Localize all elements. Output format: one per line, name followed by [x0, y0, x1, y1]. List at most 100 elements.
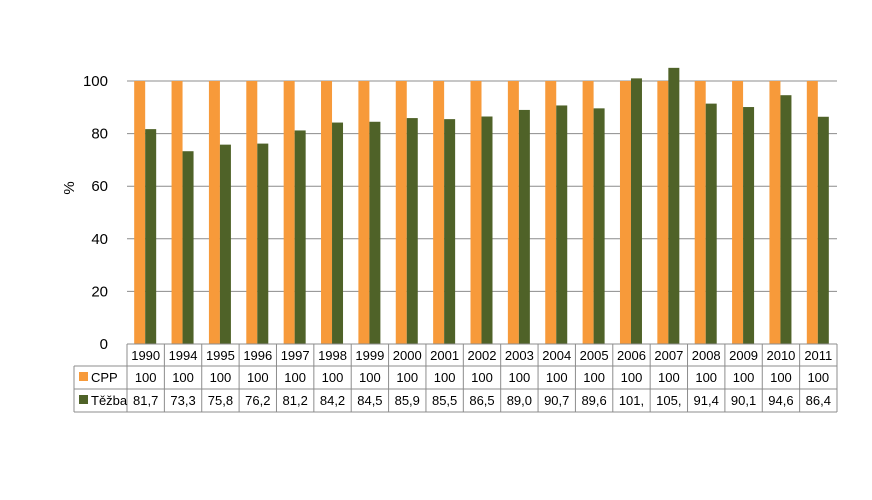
data-label-cpp: 100: [135, 370, 157, 385]
data-label-cpp: 100: [322, 370, 344, 385]
data-label-cpp: 100: [247, 370, 269, 385]
y-tick-label: 100: [83, 73, 108, 90]
data-label-cpp: 100: [434, 370, 456, 385]
data-label-cpp: 100: [359, 370, 381, 385]
data-label-tezba: 75,8: [208, 393, 233, 408]
data-label-cpp: 100: [471, 370, 493, 385]
bar-tezba: [219, 144, 231, 344]
bar-tezba: [294, 130, 306, 344]
x-tick-label: 2003: [505, 348, 534, 363]
data-label-tezba: 86,5: [469, 393, 494, 408]
y-axis-label: %: [61, 181, 78, 194]
data-label-tezba: 76,2: [245, 393, 270, 408]
bar-tezba: [257, 143, 269, 344]
bar-tezba: [593, 108, 605, 345]
data-label-tezba: 91,4: [694, 393, 719, 408]
bar-cpp: [321, 81, 333, 344]
x-tick-label: 2005: [580, 348, 609, 363]
data-label-tezba: 101,: [619, 393, 644, 408]
x-tick-label: 1994: [169, 348, 198, 363]
bar-tezba: [182, 151, 194, 344]
x-tick-label: 1990: [131, 348, 160, 363]
bar-tezba: [780, 95, 792, 345]
data-label-tezba: 81,7: [133, 393, 158, 408]
x-tick-label: 2004: [542, 348, 571, 363]
x-tick-label: 2010: [766, 348, 795, 363]
bar-cpp: [395, 81, 407, 344]
data-label-tezba: 94,6: [768, 393, 793, 408]
data-label-cpp: 100: [172, 370, 194, 385]
bar-cpp: [694, 81, 706, 344]
legend-label-tezba: Těžba: [91, 393, 128, 408]
data-label-cpp: 100: [284, 370, 306, 385]
data-label-tezba: 90,1: [731, 393, 756, 408]
data-label-cpp: 100: [807, 370, 829, 385]
x-tick-label: 2011: [804, 348, 832, 363]
legend-swatch-tezba: [79, 395, 88, 404]
bar-cpp: [619, 81, 631, 344]
bar-cpp: [433, 81, 445, 344]
x-tick-label: 1997: [281, 348, 310, 363]
x-tick-label: 2000: [393, 348, 422, 363]
bar-tezba: [406, 118, 418, 344]
data-label-tezba: 85,5: [432, 393, 457, 408]
x-tick-label: 2008: [692, 348, 721, 363]
bar-cpp: [208, 81, 220, 344]
data-label-tezba: 89,6: [581, 393, 606, 408]
bar-tezba: [518, 109, 530, 345]
data-label-cpp: 100: [695, 370, 717, 385]
y-tick-label: 0: [100, 336, 108, 353]
bar-cpp: [582, 81, 594, 344]
legend-swatch-cpp: [79, 372, 88, 381]
x-tick-label: 2006: [617, 348, 646, 363]
data-label-tezba: 90,7: [544, 393, 569, 408]
bar-tezba: [332, 122, 344, 344]
bar-cpp: [732, 81, 744, 344]
x-tick-label: 2001: [430, 348, 459, 363]
bar-cpp: [358, 81, 370, 344]
bar-tezba: [556, 105, 568, 344]
data-label-cpp: 100: [621, 370, 643, 385]
data-label-cpp: 100: [509, 370, 531, 385]
bar-cpp: [134, 81, 146, 344]
bar-tezba: [705, 103, 717, 344]
bar-tezba: [444, 119, 456, 344]
data-label-tezba: 86,4: [806, 393, 831, 408]
x-tick-label: 1998: [318, 348, 347, 363]
bar-cpp: [171, 81, 183, 344]
x-tick-label: 1996: [243, 348, 272, 363]
y-tick-label: 40: [91, 231, 108, 248]
x-tick-label: 2002: [468, 348, 497, 363]
data-label-cpp: 100: [770, 370, 792, 385]
bar-cpp: [507, 81, 519, 344]
x-tick-label: 1999: [355, 348, 384, 363]
data-label-tezba: 85,9: [395, 393, 420, 408]
data-label-cpp: 100: [583, 370, 605, 385]
y-tick-label: 20: [91, 283, 108, 300]
bar-tezba: [743, 107, 755, 344]
data-label-cpp: 100: [733, 370, 755, 385]
x-tick-label: 1995: [206, 348, 235, 363]
data-label-cpp: 100: [210, 370, 232, 385]
bar-cpp: [545, 81, 557, 344]
y-tick-label: 80: [91, 126, 108, 143]
data-label-cpp: 100: [396, 370, 418, 385]
bar-tezba: [145, 129, 157, 344]
bar-tezba: [369, 121, 381, 344]
bar-tezba: [630, 78, 642, 345]
bar-cpp: [246, 81, 258, 344]
bar-cpp: [470, 81, 482, 344]
data-label-tezba: 81,2: [283, 393, 308, 408]
data-label-tezba: 84,2: [320, 393, 345, 408]
data-label-tezba: 84,5: [357, 393, 382, 408]
legend-label-cpp: CPP: [91, 370, 118, 385]
bar-cpp: [283, 81, 295, 344]
bar-tezba: [668, 67, 680, 344]
data-label-tezba: 89,0: [507, 393, 532, 408]
bar-cpp: [657, 81, 669, 344]
data-label-cpp: 100: [546, 370, 568, 385]
bar-cpp: [806, 81, 818, 344]
bar-tezba: [481, 116, 493, 344]
